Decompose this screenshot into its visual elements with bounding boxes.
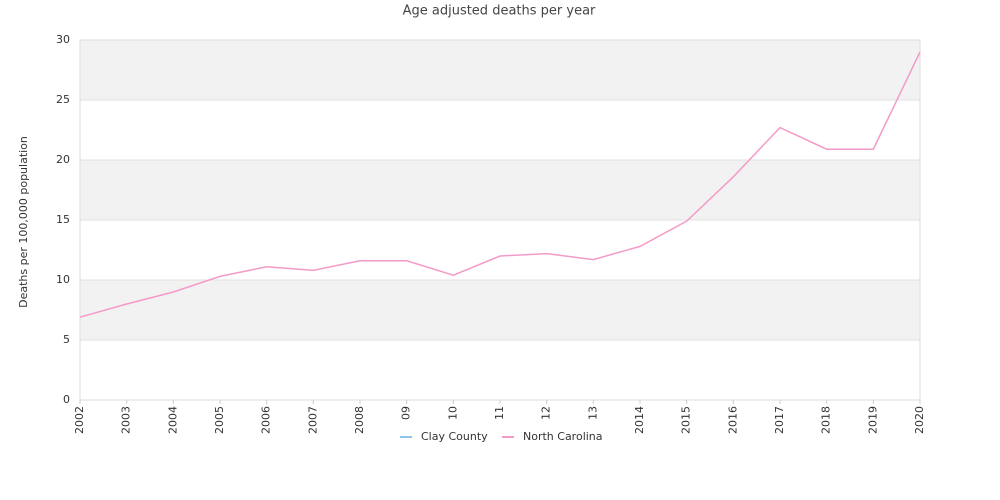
y-tick-label: 15 — [56, 213, 70, 226]
y-tick-label: 10 — [56, 273, 70, 286]
y-tick-label: 30 — [56, 33, 70, 46]
x-tick-label: 2016 — [726, 406, 739, 434]
y-tick-label: 0 — [63, 393, 70, 406]
x-tick-label: 2006 — [260, 406, 273, 434]
x-tick-label: 2015 — [680, 406, 693, 434]
x-tick-label: 12 — [540, 406, 553, 420]
y-tick-label: 5 — [63, 333, 70, 346]
chart-title: Age adjusted deaths per year — [403, 4, 596, 19]
x-tick-label: 10 — [446, 406, 459, 420]
grid-band — [80, 40, 920, 100]
x-tick-label: 2005 — [213, 406, 226, 434]
grid-band — [80, 160, 920, 220]
series-line — [79, 51, 921, 318]
grid-band — [80, 280, 920, 340]
x-tick-label: 11 — [493, 406, 506, 420]
x-tick-label: 2003 — [120, 406, 133, 434]
legend-label: Clay County — [421, 430, 488, 443]
x-tick-label: 2017 — [773, 406, 786, 434]
x-tick-label: 2018 — [820, 406, 833, 434]
x-tick-label: 09 — [400, 406, 413, 420]
x-tick-label: 13 — [586, 406, 599, 420]
x-tick-label: 2019 — [866, 406, 879, 434]
x-tick-label: 2020 — [913, 406, 926, 434]
y-tick-label: 25 — [56, 93, 70, 106]
x-tick-label: 2008 — [353, 406, 366, 434]
x-tick-label: 2007 — [306, 406, 319, 434]
x-tick-label: 2002 — [73, 406, 86, 434]
x-tick-label: 2004 — [166, 406, 179, 434]
y-tick-label: 20 — [56, 153, 70, 166]
legend-label: North Carolina — [523, 430, 603, 443]
x-tick-label: 2014 — [633, 406, 646, 434]
y-axis-label: Deaths per 100,000 population — [17, 136, 30, 308]
